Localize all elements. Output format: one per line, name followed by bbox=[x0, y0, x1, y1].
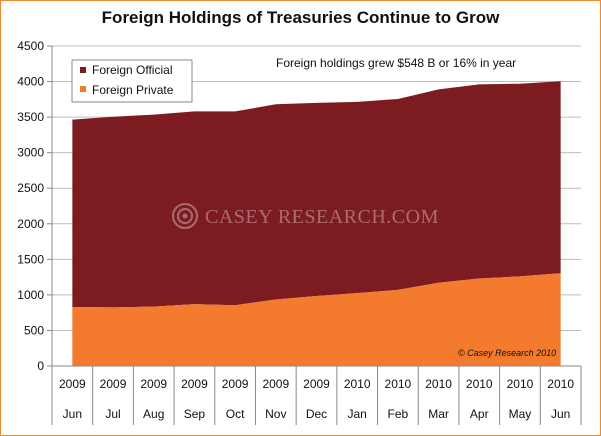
x-tick-label-year: 2009 bbox=[303, 377, 330, 391]
x-tick-label-year: 2009 bbox=[100, 377, 127, 391]
legend-box bbox=[71, 59, 193, 103]
y-tick-label: 2000 bbox=[17, 217, 44, 231]
x-tick-label-year: 2010 bbox=[466, 377, 493, 391]
y-tick-label: 0 bbox=[37, 359, 44, 373]
y-tick-label: 4000 bbox=[17, 75, 44, 89]
y-tick-labels: 0 500 1000 1500 2000 2500 3000 3500 4000 4500 bbox=[17, 39, 44, 373]
x-tick-label-year: 2010 bbox=[507, 377, 534, 391]
legend-label-private: Foreign Private bbox=[92, 83, 174, 97]
y-tick-label: 2500 bbox=[17, 181, 44, 195]
y-tick-label: 500 bbox=[24, 323, 44, 337]
copyright-text: © Casey Research 2010 bbox=[458, 348, 556, 358]
x-tick-label-year: 2010 bbox=[385, 377, 412, 391]
watermark-logo-icon bbox=[172, 203, 198, 229]
area-foreign-official bbox=[72, 81, 561, 308]
y-tick-label: 3500 bbox=[17, 110, 44, 124]
x-tick-label-month: Oct bbox=[226, 407, 245, 421]
y-tick-label: 1000 bbox=[17, 288, 44, 302]
x-tick-label-month: Mar bbox=[428, 407, 449, 421]
watermark: CASEY RESEARCH.COM bbox=[172, 203, 439, 229]
x-tick-label-month: May bbox=[509, 407, 532, 421]
area-foreign-private bbox=[72, 273, 561, 366]
x-tick-label-month: Jun bbox=[63, 407, 82, 421]
x-tick-label-month: Aug bbox=[143, 407, 164, 421]
watermark-text: CASEY RESEARCH.COM bbox=[205, 206, 439, 228]
x-tick-label-year: 2009 bbox=[59, 377, 86, 391]
x-tick-label-year: 2010 bbox=[425, 377, 452, 391]
x-tick-label-year: 2010 bbox=[547, 377, 574, 391]
x-tick-label-month: Dec bbox=[306, 407, 327, 421]
legend-swatch-official bbox=[80, 67, 86, 73]
chart-title: Foreign Holdings of Treasuries Continue … bbox=[101, 8, 500, 27]
x-tick-label-month: Feb bbox=[388, 407, 409, 421]
y-tick-label: 1500 bbox=[17, 252, 44, 266]
x-tick-label-month: Jan bbox=[348, 407, 367, 421]
area-series bbox=[72, 81, 561, 366]
x-tick-label-month: Apr bbox=[470, 407, 489, 421]
legend: Foreign Official Foreign Private bbox=[71, 59, 193, 103]
legend-swatch-private bbox=[80, 86, 86, 92]
y-tick-label: 4500 bbox=[17, 39, 44, 53]
legend-label-official: Foreign Official bbox=[92, 63, 172, 77]
x-tick-label-month: Jul bbox=[105, 407, 120, 421]
x-tick-label-year: 2010 bbox=[344, 377, 371, 391]
x-tick-label-year: 2009 bbox=[262, 377, 289, 391]
x-tick-labels: 2009 Jun 2009 Jul 2009 Aug 2009 Sep 2009 Oct 2009 N… bbox=[59, 377, 574, 421]
x-tick-label-year: 2009 bbox=[181, 377, 208, 391]
x-tick-label-month: Nov bbox=[265, 407, 286, 421]
y-tick-label: 3000 bbox=[17, 146, 44, 160]
annotation-text: Foreign holdings grew $548 B or 16% in y… bbox=[276, 56, 516, 70]
x-tick-label-month: Sep bbox=[184, 407, 206, 421]
x-tick-label-year: 2009 bbox=[222, 377, 249, 391]
axes bbox=[47, 45, 582, 425]
x-tick-label-month: Jun bbox=[551, 407, 570, 421]
x-tick-label-year: 2009 bbox=[140, 377, 167, 391]
